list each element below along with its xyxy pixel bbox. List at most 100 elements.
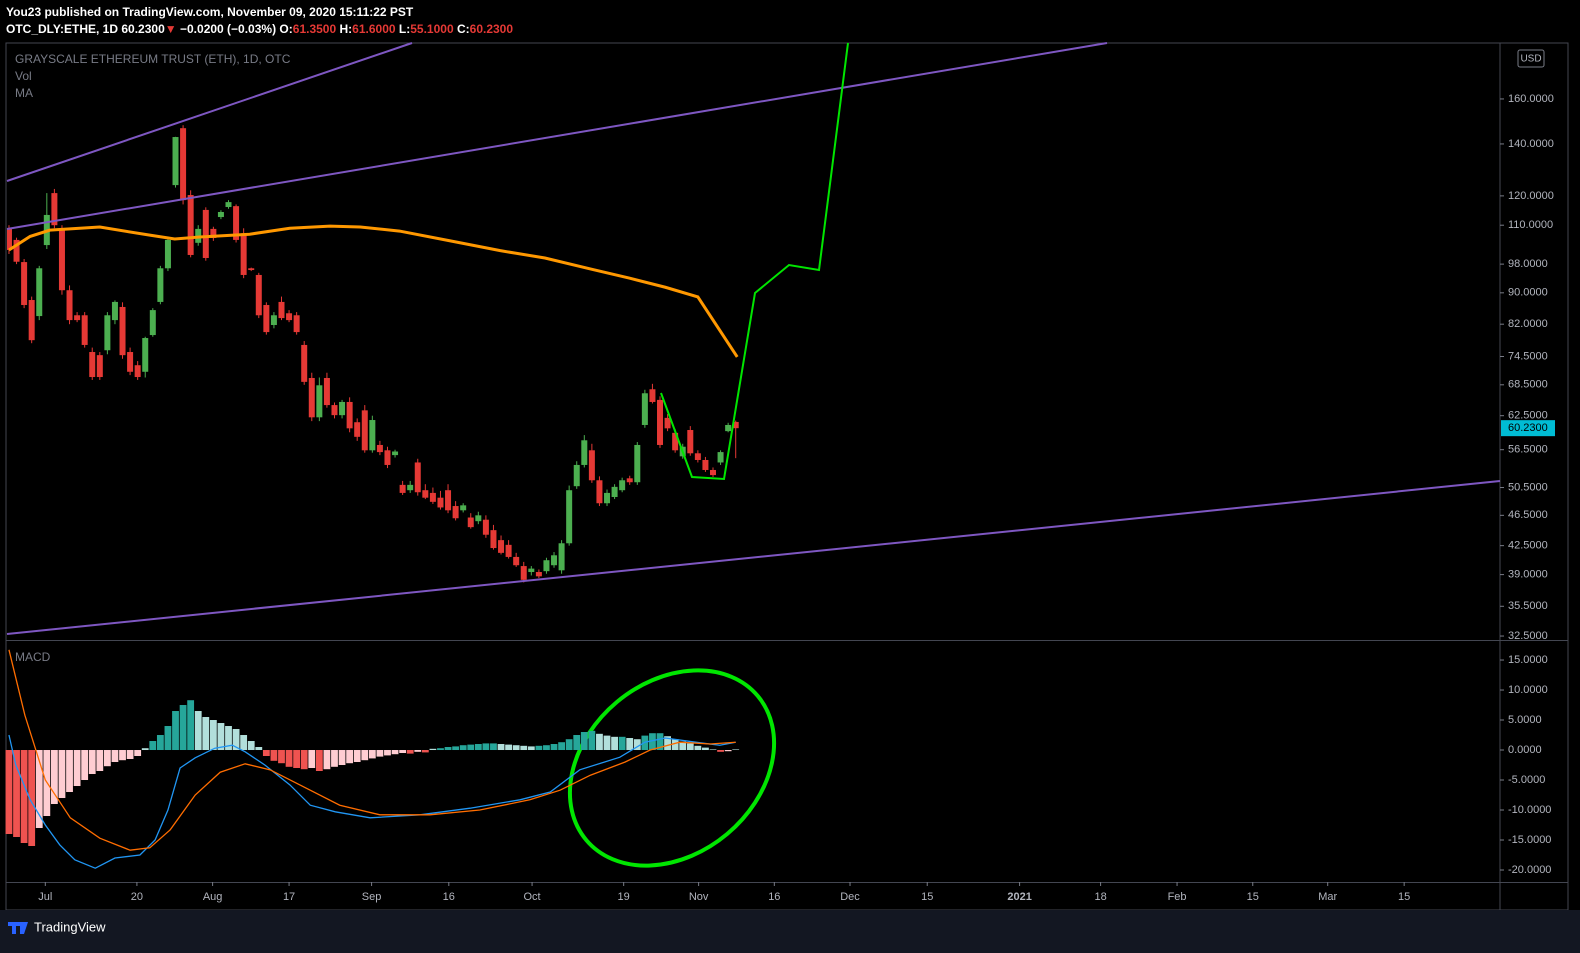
candle-body xyxy=(581,440,588,465)
macd-bar xyxy=(611,736,618,751)
macd-bar xyxy=(323,750,331,770)
y-tick-label: 90.0000 xyxy=(1508,287,1548,299)
macd-bar xyxy=(361,750,369,761)
candle-body xyxy=(339,401,346,416)
last: 60.2300 xyxy=(121,22,165,36)
macd-bar xyxy=(596,733,603,751)
candle-body xyxy=(255,274,262,316)
publisher: You23 published on TradingView.com, Nove… xyxy=(6,5,414,19)
candle-body xyxy=(505,544,512,557)
y-tick-label: 120.0000 xyxy=(1508,190,1554,202)
x-tick-label: 17 xyxy=(283,891,295,903)
macd-bar xyxy=(520,745,528,751)
macd-bar xyxy=(240,735,248,751)
candle-body xyxy=(414,462,421,493)
candle-body xyxy=(346,401,353,429)
candle-body xyxy=(361,410,368,451)
candle-body xyxy=(270,315,277,326)
macd-bar xyxy=(285,750,293,767)
chart-title: GRAYSCALE ETHEREUM TRUST (ETH), 1D, OTC xyxy=(15,52,291,66)
candle-body xyxy=(28,300,35,341)
y-tick-label: 56.5000 xyxy=(1508,444,1548,456)
macd-bar xyxy=(497,744,505,751)
candle-body xyxy=(717,452,724,463)
y-tick-label: 62.5000 xyxy=(1508,410,1548,422)
macd-tick-label: -20.0000 xyxy=(1508,864,1551,876)
o-value: 61.3500 xyxy=(292,22,337,36)
x-tick-label: 16 xyxy=(443,891,455,903)
candle-body xyxy=(702,459,709,470)
macd-bar xyxy=(262,750,270,757)
y-tick-label: 42.5000 xyxy=(1508,540,1548,552)
macd-bar xyxy=(490,743,497,751)
macd-bar xyxy=(164,726,172,751)
y-tick-label: 32.5000 xyxy=(1508,630,1548,642)
candle-body xyxy=(66,290,73,321)
candle-body xyxy=(36,268,43,317)
candle-body xyxy=(172,137,179,186)
o-label: O: xyxy=(279,22,293,36)
candle-body xyxy=(354,422,361,437)
macd-bar xyxy=(527,746,535,751)
macd-bar xyxy=(694,745,702,751)
candle-body xyxy=(233,206,240,240)
candle-body xyxy=(437,497,444,508)
candle-body xyxy=(407,484,414,491)
candle-body xyxy=(482,519,489,535)
candle-body xyxy=(81,315,88,345)
candle-body xyxy=(392,451,399,456)
x-tick-label: 18 xyxy=(1094,891,1106,903)
macd-bar xyxy=(149,741,157,751)
macd-bar xyxy=(172,711,179,751)
candle-body xyxy=(490,530,497,549)
candle-body xyxy=(111,301,118,321)
macd-bar xyxy=(384,750,391,756)
macd-bar xyxy=(35,750,43,829)
macd-bar xyxy=(512,745,520,751)
candle-body xyxy=(520,566,527,580)
y-tick-label: 160.0000 xyxy=(1508,93,1554,105)
x-tick-label: 16 xyxy=(768,891,780,903)
candle-body xyxy=(641,393,648,425)
macd-bar xyxy=(217,723,225,751)
macd-bar xyxy=(315,750,323,772)
candle-body xyxy=(323,377,330,406)
macd-bar xyxy=(618,736,626,751)
candle-body xyxy=(119,306,126,356)
candle-body xyxy=(399,484,406,493)
candle-body xyxy=(263,305,270,333)
currency-box xyxy=(1517,49,1545,68)
x-tick-label: 15 xyxy=(1247,891,1259,903)
macd-bar xyxy=(270,750,278,761)
candle-body xyxy=(157,268,164,302)
candle-body xyxy=(217,211,224,218)
macd-bar xyxy=(247,741,255,751)
macd-bar xyxy=(444,747,452,751)
macd-bar xyxy=(255,747,263,751)
macd-tick-label: -15.0000 xyxy=(1508,834,1551,846)
candle-body xyxy=(475,515,482,522)
candle-body xyxy=(96,355,103,378)
macd-title: MACD xyxy=(15,650,51,664)
indicator-label: Vol xyxy=(15,69,32,83)
macd-bar xyxy=(558,742,566,751)
c-label: C: xyxy=(456,22,470,36)
macd-bar xyxy=(724,750,732,752)
macd-bar xyxy=(429,748,437,751)
macd-bar xyxy=(346,750,354,764)
macd-bar xyxy=(649,733,656,751)
symbol: OTC_DLY:ETHE, 1D xyxy=(6,22,119,36)
change: −0.0200 (−0.03%) xyxy=(180,22,277,36)
ohlc-line: OTC_DLY:ETHE, 1D 60.2300▼ −0.0200 (−0.03… xyxy=(6,22,513,36)
macd-bar xyxy=(474,744,482,751)
price-tag: 60.2300 xyxy=(1508,422,1548,434)
candle-body xyxy=(240,233,247,275)
macd-tick-label: 10.0000 xyxy=(1508,684,1548,696)
macd-bar xyxy=(406,750,414,754)
candle-body xyxy=(694,453,701,460)
candle-body xyxy=(127,352,134,372)
candle-body xyxy=(687,430,694,454)
y-tick-label: 35.5000 xyxy=(1508,600,1548,612)
x-tick-label: 15 xyxy=(921,891,933,903)
macd-bar xyxy=(686,743,694,751)
